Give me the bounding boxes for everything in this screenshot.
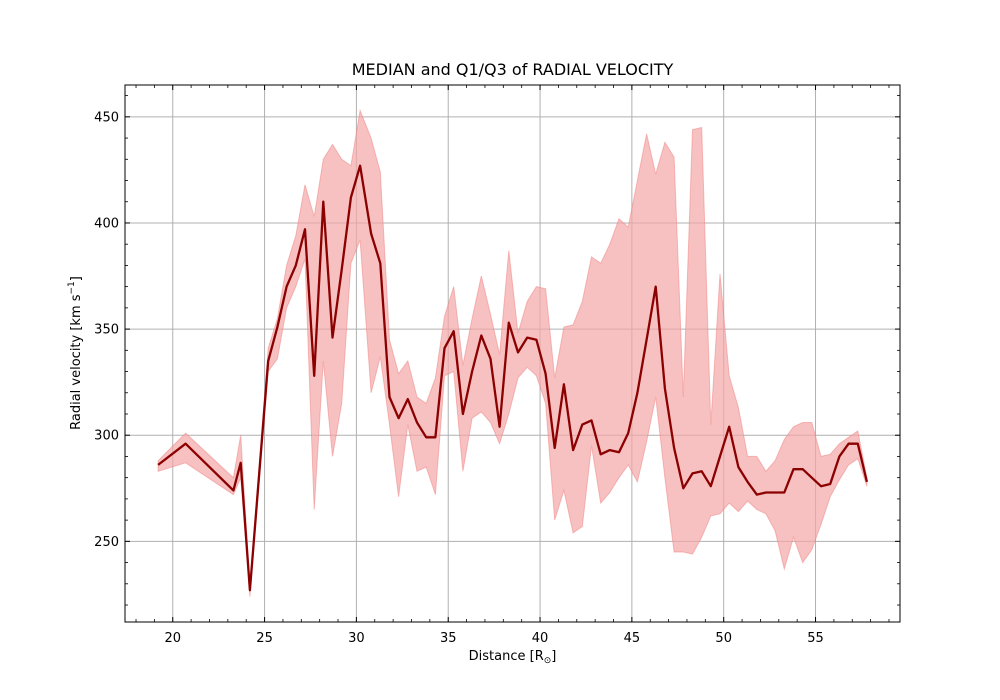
x-tick-label: 55 [807,631,824,646]
x-tick-label: 20 [164,631,181,646]
x-tick-label: 35 [440,631,457,646]
x-tick-label: 30 [348,631,365,646]
y-tick-label: 250 [94,535,119,550]
y-axis-title-superscript: −1 [67,281,77,294]
x-axis-title-main: Distance [R [469,649,544,664]
y-tick-label: 400 [94,216,119,231]
x-axis-title-end: ] [551,649,556,664]
plot-frame [124,84,901,623]
x-tick-label: 45 [624,631,641,646]
y-tick-label: 450 [94,110,119,125]
x-tick-label: 25 [256,631,273,646]
x-axis-title-subscript: ⊙ [544,656,552,666]
y-tick-label: 300 [94,429,119,444]
y-axis-title-end: ] [69,276,84,281]
axis-ticks: 20 25 30 35 40 45 50 55 250 300 350 400 450 [94,85,900,646]
y-tick-label: 350 [94,323,119,338]
q1-q3-band [157,108,868,597]
x-tick-label: 40 [532,631,549,646]
y-axis-title: Radial velocity [km s−1] [67,276,84,430]
x-tick-label: 50 [715,631,732,646]
chart-title: MEDIAN and Q1/Q3 of RADIAL VELOCITY [352,60,674,79]
median-line [157,164,869,592]
x-axis-title: Distance [R⊙] [469,649,557,666]
y-axis-title-main: Radial velocity [km s [69,294,84,430]
